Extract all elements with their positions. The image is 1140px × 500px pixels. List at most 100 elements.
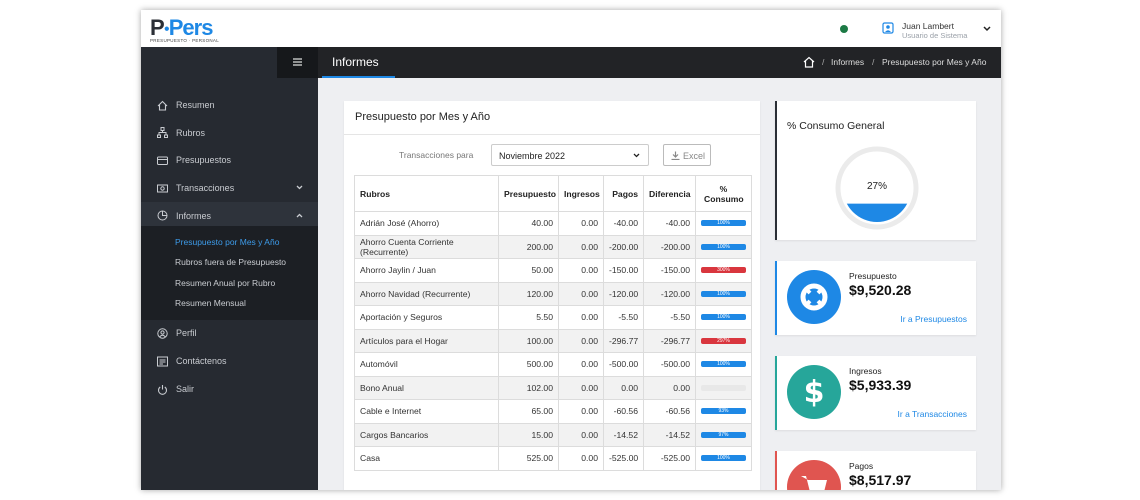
month-select[interactable]: Noviembre 2022	[491, 144, 649, 166]
nav-item[interactable]: Contáctenos	[141, 347, 318, 375]
table-row: Casa 525.00 0.00 -525.00 -525.00 100%	[354, 446, 752, 471]
cell-presupuesto: 102.00	[498, 375, 559, 400]
stat-card: Presupuesto $9,520.28 Ir a Presupuestos	[775, 261, 976, 335]
cell-diferencia: -60.56	[643, 399, 696, 424]
toolbar-title: Informes	[332, 55, 379, 69]
nav-item[interactable]: Informes	[141, 201, 318, 230]
user-menu-chevron[interactable]	[983, 26, 991, 32]
cell-rubro: Automóvil	[354, 352, 499, 377]
cell-consumo: 100%	[695, 211, 752, 236]
column-header: Rubros	[354, 175, 499, 212]
user-role: Usuario de Sistema	[902, 31, 968, 40]
nav-item[interactable]: Transacciones	[141, 174, 318, 202]
cell-pagos: 0.00	[603, 375, 644, 400]
logo-p: P	[150, 15, 165, 40]
cell-consumo: 97%	[695, 422, 752, 447]
cell-consumo: 100%	[695, 305, 752, 330]
report-table: Rubros Presupuesto Ingresos Pagos Diferencia…	[354, 175, 752, 471]
cell-diferencia: -120.00	[643, 281, 696, 306]
cell-pagos: -40.00	[603, 211, 644, 236]
nav-item[interactable]: Resumen	[141, 91, 318, 119]
stat-link[interactable]: Ir a Transacciones	[897, 409, 967, 419]
stat-title: Pagos	[849, 461, 874, 471]
submenu-item[interactable]: Rubros fuera de Presupuesto	[175, 257, 287, 268]
nav-item[interactable]: Salir	[141, 375, 318, 403]
consumo-card: % Consumo General 27%	[775, 101, 976, 240]
table-row: Aportación y Seguros 5.50 0.00 -5.50 -5.50 10…	[354, 305, 752, 330]
top-bar: P●Pers PRESUPUESTO · PERSONAL Juan Lambe…	[141, 10, 1001, 47]
stat-title: Presupuesto	[849, 271, 897, 281]
column-header: Presupuesto	[498, 175, 559, 212]
nav-item[interactable]: Presupuestos	[141, 146, 318, 174]
logo-text: Pers	[168, 15, 214, 40]
consumo-bar	[701, 384, 746, 391]
excel-label: Excel	[683, 151, 706, 161]
submenu-item[interactable]: Resumen Mensual	[175, 297, 246, 308]
nav-icon	[157, 127, 168, 139]
breadcrumb-current: Presupuesto por Mes y Año	[882, 57, 987, 67]
consumo-bar: 100%	[701, 290, 746, 297]
cell-diferencia: -5.50	[643, 305, 696, 330]
cell-ingresos: 0.00	[558, 211, 604, 236]
cell-presupuesto: 40.00	[498, 211, 559, 236]
cell-consumo: 100%	[695, 352, 752, 377]
table-row: Artículos para el Hogar 100.00 0.00 -296.77…	[354, 328, 752, 353]
cell-rubro: Bono Anual	[354, 375, 499, 400]
cell-pagos: -150.00	[603, 258, 644, 283]
nav-label: Transacciones	[176, 183, 235, 194]
cell-rubro: Cargos Bancarios	[354, 422, 499, 447]
cell-pagos: -200.00	[603, 234, 644, 259]
nav-icon	[157, 100, 168, 111]
stat-amount: $8,517.97	[849, 472, 912, 488]
cell-diferencia: -296.77	[643, 328, 696, 353]
nav-label: Presupuestos	[176, 155, 232, 166]
consumo-gauge: 27%	[835, 146, 919, 230]
cell-consumo	[695, 375, 752, 400]
gauge-label: 27%	[867, 181, 887, 192]
column-header: % Consumo	[695, 175, 752, 212]
consumo-bar: 97%	[701, 431, 746, 438]
table-header: Rubros Presupuesto Ingresos Pagos Diferencia…	[354, 175, 752, 212]
excel-button[interactable]: Excel	[663, 144, 711, 166]
stat-card: Pagos $8,517.97	[775, 451, 976, 490]
cell-presupuesto: 100.00	[498, 328, 559, 353]
cell-diferencia: 0.00	[643, 375, 696, 400]
nav-chevron	[296, 213, 303, 218]
table-row: Automóvil 500.00 0.00 -500.00 -500.00 100%	[354, 352, 752, 377]
cell-rubro: Ahorro Cuenta Corriente (Recurrente)	[354, 234, 499, 259]
home-icon[interactable]	[803, 56, 815, 68]
menu-toggle[interactable]	[277, 47, 318, 78]
cell-presupuesto: 15.00	[498, 422, 559, 447]
consumo-bar: 100%	[701, 455, 746, 462]
svg-text:$: $	[804, 375, 825, 410]
cell-pagos: -14.52	[603, 422, 644, 447]
submenu-item[interactable]: Resumen Anual por Rubro	[175, 277, 276, 288]
breadcrumb-link[interactable]: Informes	[831, 57, 865, 67]
cell-ingresos: 0.00	[558, 281, 604, 306]
cell-rubro: Ahorro Navidad (Recurrente)	[354, 281, 499, 306]
user-name[interactable]: Juan Lambert	[902, 21, 954, 31]
table-row: Cargos Bancarios 15.00 0.00 -14.52 -14.52 97%	[354, 422, 752, 447]
app-window: P●Pers PRESUPUESTO · PERSONAL Juan Lambe…	[141, 10, 1001, 490]
column-header: Diferencia	[643, 175, 696, 212]
nav-item[interactable]: Perfil	[141, 319, 318, 347]
gauge-ring	[835, 146, 919, 230]
nav-chevron	[296, 185, 303, 190]
cell-rubro: Cable e Internet	[354, 399, 499, 424]
submenu-item[interactable]: Presupuesto por Mes y Año	[175, 237, 280, 247]
cell-pagos: -60.56	[603, 399, 644, 424]
cell-consumo: 300%	[695, 258, 752, 283]
stat-amount: $9,520.28	[849, 282, 912, 298]
cell-ingresos: 0.00	[558, 305, 604, 330]
cell-presupuesto: 525.00	[498, 446, 559, 471]
logo-tagline: PRESUPUESTO · PERSONAL	[150, 38, 220, 43]
stat-link[interactable]: Ir a Presupuestos	[900, 314, 967, 324]
cell-diferencia: -40.00	[643, 211, 696, 236]
cell-ingresos: 0.00	[558, 328, 604, 353]
cell-ingresos: 0.00	[558, 375, 604, 400]
cell-pagos: -500.00	[603, 352, 644, 377]
cell-diferencia: -500.00	[643, 352, 696, 377]
nav-item[interactable]: Rubros	[141, 119, 318, 147]
cell-ingresos: 0.00	[558, 258, 604, 283]
stat-icon: $	[787, 365, 841, 419]
